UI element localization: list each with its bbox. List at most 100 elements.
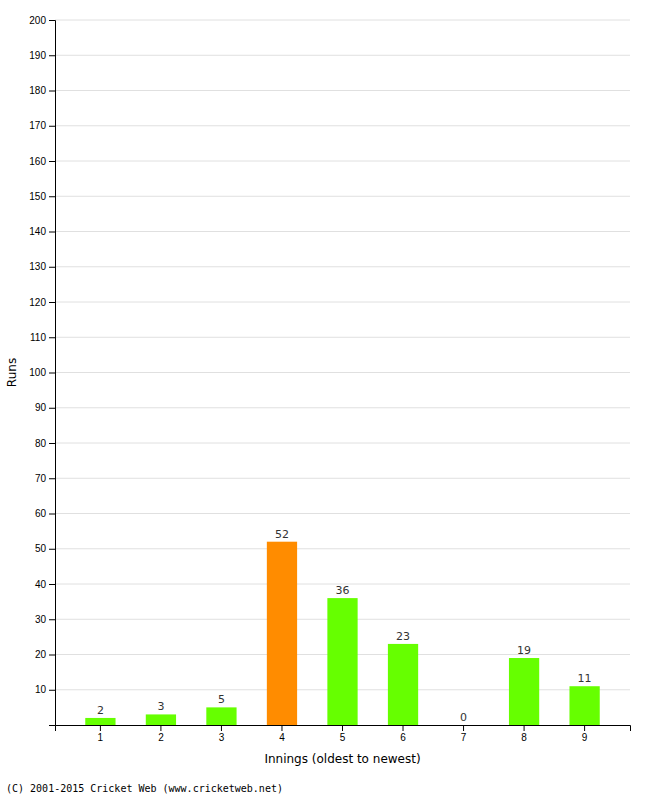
tick-label: 200 <box>29 15 46 26</box>
tick-mark <box>160 725 161 731</box>
grid-line <box>55 20 630 21</box>
tick-mark <box>49 91 55 92</box>
tick: 3 <box>219 725 225 743</box>
y-axis: 1020304050607080901001101201301401501601… <box>29 15 55 726</box>
tick-label: 50 <box>35 543 47 554</box>
grid-line <box>55 407 630 408</box>
tick-mark <box>524 725 525 731</box>
tick-label: 60 <box>35 508 47 519</box>
grid-line <box>55 90 630 91</box>
data-label: 5 <box>218 693 225 706</box>
tick: 170 <box>29 120 55 131</box>
tick: 9 <box>582 725 588 743</box>
grid-line <box>55 55 630 56</box>
tick-label: 150 <box>29 191 46 202</box>
bar <box>267 542 297 725</box>
tick-mark <box>584 725 585 731</box>
tick: 80 <box>35 438 55 449</box>
tick-label: 9 <box>582 732 588 743</box>
tick: 1 <box>98 725 104 743</box>
tick-label: 4 <box>279 732 285 743</box>
tick: 90 <box>35 402 55 413</box>
tick-label: 80 <box>35 438 47 449</box>
data-label: 52 <box>275 528 289 541</box>
tick-label: 190 <box>29 50 46 61</box>
grid-line <box>55 478 630 479</box>
tick-mark <box>49 196 55 197</box>
tick: 110 <box>30 332 55 343</box>
tick-label: 40 <box>35 579 47 590</box>
tick-mark <box>100 725 101 731</box>
tick: 6 <box>400 725 406 743</box>
tick: 5 <box>340 725 346 743</box>
tick-mark <box>49 302 55 303</box>
tick-label: 170 <box>29 120 46 131</box>
bar <box>85 718 115 725</box>
tick-mark <box>49 267 55 268</box>
tick-mark <box>403 725 404 731</box>
tick: 200 <box>29 15 55 26</box>
tick-label: 8 <box>521 732 527 743</box>
tick-label: 130 <box>29 261 46 272</box>
grid-line <box>55 231 630 232</box>
tick: 130 <box>29 261 55 272</box>
tick: 150 <box>29 191 55 202</box>
tick-label: 110 <box>30 332 46 343</box>
tick-mark <box>49 478 55 479</box>
tick: 40 <box>35 579 55 590</box>
tick-label: 20 <box>35 649 47 660</box>
tick: 50 <box>35 543 55 554</box>
data-label: 3 <box>157 700 164 713</box>
plot: 1234567891020304050607080901001101201301… <box>29 15 630 743</box>
axis-line <box>56 726 631 732</box>
bar <box>569 686 599 725</box>
tick-label: 3 <box>219 732 225 743</box>
tick: 190 <box>29 50 55 61</box>
tick: 10 <box>35 684 55 695</box>
grid-line <box>55 372 630 373</box>
tick-label: 160 <box>29 156 46 167</box>
tick: 30 <box>35 614 55 625</box>
tick-label: 5 <box>340 732 346 743</box>
tick: 100 <box>29 367 55 378</box>
data-label: 0 <box>460 711 467 724</box>
tick-mark <box>49 443 55 444</box>
data-label: 36 <box>336 584 350 597</box>
data-label: 2 <box>97 704 104 717</box>
tick-label: 30 <box>35 614 47 625</box>
tick-mark <box>49 690 55 691</box>
tick-label: 120 <box>29 297 46 308</box>
axis-line <box>49 21 56 726</box>
tick-mark <box>49 549 55 550</box>
tick: 180 <box>29 85 55 96</box>
bar <box>206 707 236 725</box>
tick-mark <box>49 514 55 515</box>
data-labels: 23552362301911 <box>97 528 592 724</box>
tick: 8 <box>521 725 527 743</box>
grid-line <box>55 513 630 514</box>
tick-label: 7 <box>461 732 467 743</box>
bar <box>448 725 478 726</box>
tick: 4 <box>279 725 285 743</box>
x-axis: 1 2 3 4 5 6 7 8 9 <box>56 725 631 743</box>
x-axis-title: Innings (oldest to newest) <box>264 752 420 766</box>
grid <box>55 20 630 690</box>
tick-label: 10 <box>35 684 47 695</box>
tick-label: 1 <box>98 732 104 743</box>
tick: 140 <box>29 226 55 237</box>
data-label: 11 <box>578 672 592 685</box>
tick: 7 <box>461 725 467 743</box>
tick-mark <box>49 655 55 656</box>
chart: 1234567891020304050607080901001101201301… <box>0 0 650 800</box>
tick-label: 2 <box>158 732 164 743</box>
bar <box>388 644 418 725</box>
tick-mark <box>49 373 55 374</box>
y-axis-title: Runs <box>5 358 19 387</box>
tick-mark <box>49 20 55 21</box>
tick-mark <box>281 725 282 731</box>
grid-line <box>55 196 630 197</box>
tick-mark <box>49 584 55 585</box>
grid-line <box>55 125 630 126</box>
tick-label: 90 <box>35 402 47 413</box>
tick-mark <box>49 619 55 620</box>
